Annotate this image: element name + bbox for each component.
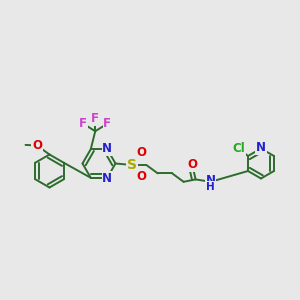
Text: S: S [127,158,137,172]
Text: Cl: Cl [232,142,245,155]
Text: F: F [91,112,99,125]
Text: N: N [206,173,216,187]
Text: O: O [136,170,146,184]
Text: N: N [256,141,266,154]
Text: O: O [32,139,42,152]
Text: O: O [136,146,146,160]
Text: O: O [188,158,198,172]
Text: N: N [102,172,112,185]
Text: F: F [79,117,87,130]
Text: H: H [206,182,215,192]
Text: F: F [103,117,111,130]
Text: N: N [102,142,112,155]
